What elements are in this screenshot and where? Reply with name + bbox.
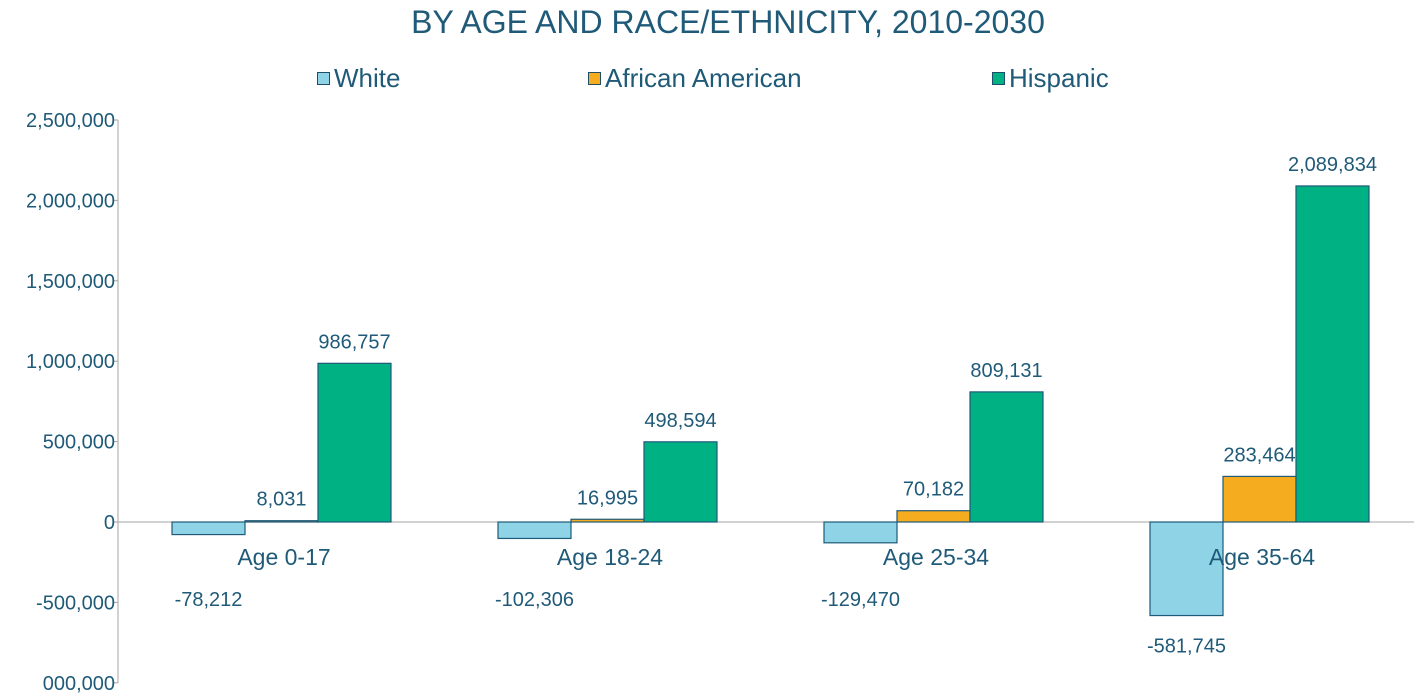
bar-african-american-age-25-34 [896, 510, 971, 523]
data-label-white-age-35-64: -581,745 [1147, 636, 1226, 658]
bar-african-american-age-18-24 [570, 518, 645, 523]
legend-item-hispanic: Hispanic [992, 63, 1109, 94]
data-label-african-american-age-0-17: 8,031 [256, 489, 306, 511]
data-label-hispanic-age-35-64: 2,089,834 [1288, 154, 1377, 176]
legend-label-white: White [334, 63, 401, 93]
x-category-label-age-35-64: Age 35-64 [1209, 544, 1315, 570]
legend-label-hispanic: Hispanic [1009, 63, 1109, 93]
y-tick-label: 1,500,000 [26, 271, 115, 293]
data-label-white-age-0-17: -78,212 [175, 589, 243, 611]
legend-item-white: White [317, 63, 400, 94]
y-tick-label: 1,000,000 [26, 351, 115, 373]
bar-white-age-25-34 [823, 521, 898, 544]
x-category-label-age-0-17: Age 0-17 [237, 544, 330, 570]
bar-african-american-age-0-17 [244, 520, 319, 523]
bar-african-american-age-35-64 [1222, 475, 1297, 523]
legend-swatch-african-american [588, 72, 601, 85]
legend-item-african-american: African American [588, 63, 802, 94]
data-label-hispanic-age-18-24: 498,594 [644, 410, 716, 432]
y-tick-label: 500,000 [43, 432, 115, 454]
bar-hispanic-age-25-34 [969, 391, 1044, 523]
data-label-african-american-age-18-24: 16,995 [577, 487, 638, 509]
bar-white-age-18-24 [497, 521, 572, 540]
bar-white-age-0-17 [171, 521, 246, 536]
data-label-african-american-age-35-64: 283,464 [1223, 444, 1295, 466]
chart-title: BY AGE AND RACE/ETHNICITY, 2010-2030 [411, 4, 1045, 40]
bar-hispanic-age-35-64 [1295, 185, 1370, 523]
x-category-label-age-18-24: Age 18-24 [557, 544, 663, 570]
legend-swatch-hispanic [992, 72, 1005, 85]
y-tick-label: 0 [104, 512, 115, 534]
data-label-hispanic-age-0-17: 986,757 [318, 331, 390, 353]
y-tick-label: 2,000,000 [26, 190, 115, 212]
bar-hispanic-age-18-24 [643, 441, 718, 523]
legend-label-african-american: African American [605, 63, 802, 93]
legend: White African American Hispanic [0, 63, 1414, 99]
y-tick-label: 000,000 [43, 673, 115, 695]
data-label-hispanic-age-25-34: 809,131 [970, 360, 1042, 382]
bar-white-age-35-64 [1149, 521, 1224, 617]
y-tick-label: 2,500,000 [26, 110, 115, 132]
data-label-african-american-age-25-34: 70,182 [903, 479, 964, 501]
legend-swatch-white [317, 72, 330, 85]
x-category-label-age-25-34: Age 25-34 [883, 544, 989, 570]
data-label-white-age-18-24: -102,306 [495, 589, 574, 611]
bar-hispanic-age-0-17 [317, 362, 392, 523]
data-label-white-age-25-34: -129,470 [821, 589, 900, 611]
y-tick-label: -500,000 [36, 592, 115, 614]
